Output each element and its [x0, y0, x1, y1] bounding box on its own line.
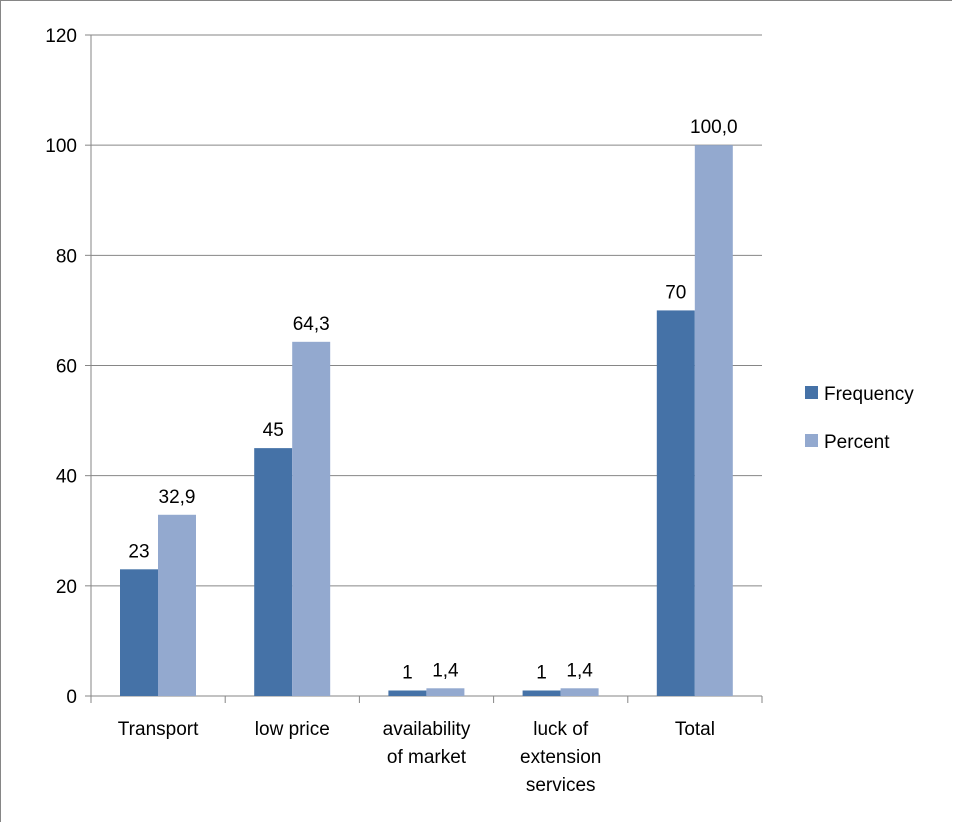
x-tick-label-line: services	[526, 775, 596, 796]
bars	[120, 145, 733, 696]
data-labels: 23 45 1 1 70 32,9 64,3 1,4 1,4 100,0	[128, 117, 737, 683]
bar-percent	[292, 341, 331, 696]
x-tick-label-line: luck of	[533, 719, 589, 740]
data-label: 1,4	[566, 660, 593, 681]
x-tick-label-line: low price	[255, 719, 330, 740]
bar-frequency	[120, 569, 158, 696]
x-tick-label: low price	[255, 719, 330, 740]
data-label: 32,9	[159, 487, 196, 508]
legend: Frequency Percent	[805, 384, 914, 453]
y-tick-label: 120	[45, 26, 77, 47]
data-label: 1	[536, 662, 547, 683]
data-label: 1,4	[432, 660, 459, 681]
legend-swatch-frequency	[805, 386, 818, 399]
data-label: 100,0	[690, 117, 738, 138]
bar-frequency	[522, 690, 561, 696]
bar-percent	[694, 145, 733, 696]
data-label: 23	[128, 541, 149, 562]
y-tick-label: 60	[56, 357, 77, 378]
x-tick-label-line: Transport	[118, 719, 199, 740]
data-label: 45	[263, 420, 284, 441]
x-tick-label: Total	[675, 719, 715, 740]
bar-percent	[158, 514, 196, 696]
axes: 0 20 40 60 80 100 120 Transport low price availab…	[45, 26, 763, 796]
gridlines	[91, 34, 762, 587]
bar-percent	[560, 688, 599, 696]
data-label: 64,3	[293, 314, 330, 335]
legend-swatch-percent	[805, 434, 818, 447]
x-tick-label-line: Total	[675, 719, 715, 740]
x-tick-label-line: extension	[520, 747, 601, 768]
legend-label-percent: Percent	[824, 432, 890, 453]
bar-frequency	[388, 690, 427, 696]
legend-label-frequency: Frequency	[824, 384, 914, 405]
x-tick-label-line: availability	[383, 719, 471, 740]
y-tick-label: 20	[56, 577, 77, 598]
bar-percent	[426, 688, 465, 696]
x-tick-label-line: of market	[387, 747, 467, 768]
bar-frequency	[656, 310, 695, 696]
x-tick-label: luck of extension services	[520, 719, 601, 796]
y-tick-label: 80	[56, 246, 77, 267]
data-label: 1	[402, 662, 413, 683]
data-label: 70	[665, 282, 686, 303]
bar-frequency	[254, 448, 293, 696]
y-tick-label: 100	[45, 136, 77, 157]
y-tick-label: 0	[66, 687, 77, 708]
y-tick-label: 40	[56, 467, 77, 488]
x-tick-label: Transport	[118, 719, 199, 740]
x-tick-label: availability of market	[383, 719, 471, 768]
